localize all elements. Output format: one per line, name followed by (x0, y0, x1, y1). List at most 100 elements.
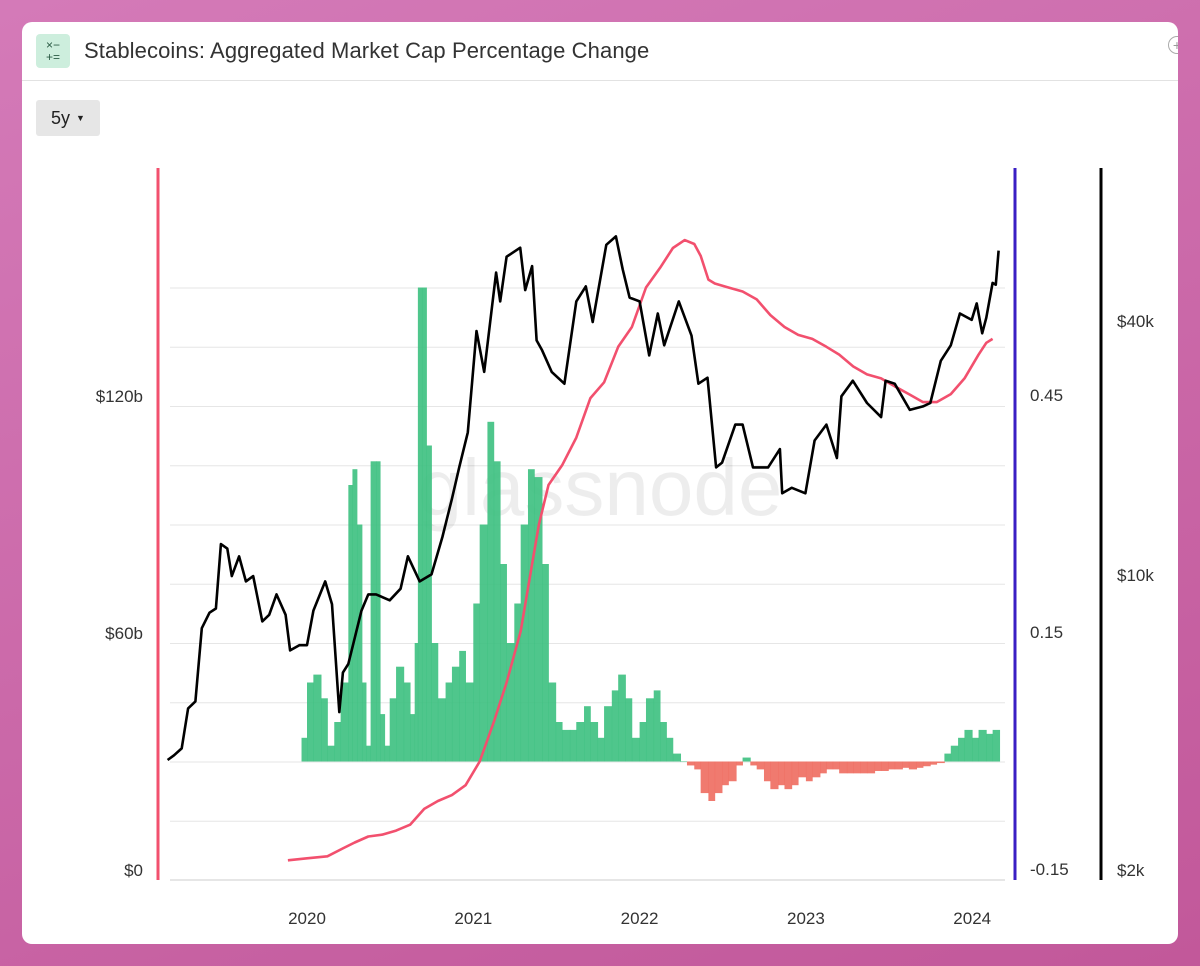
pct-change-bar (542, 564, 549, 762)
pct-change-bar (860, 761, 868, 774)
pct-change-bar (327, 745, 335, 762)
market-cap-line (287, 238, 994, 862)
pct-change-bar (922, 761, 931, 767)
pct-change-bar (756, 761, 765, 770)
pct-change-bar (784, 761, 793, 790)
pct-change-bar (958, 737, 965, 762)
pct-change-bar (348, 485, 353, 762)
pct-change-bar (459, 650, 466, 762)
caret-down-icon: ▼ (76, 113, 85, 123)
price-line (166, 235, 1000, 762)
pct-change-bar (666, 737, 674, 762)
pct-change-bar (653, 690, 661, 762)
pct-change-bar (352, 469, 358, 762)
pct-change-bar (874, 761, 882, 771)
pct-change-bar (846, 761, 854, 774)
pct-change-bar (992, 729, 1001, 762)
pct-change-bar (548, 682, 557, 762)
pct-change-bar (597, 737, 605, 762)
pct-change-bar (604, 706, 613, 762)
pct-change-bar (301, 737, 308, 762)
pct-change-bar (313, 674, 322, 762)
pct-change-bar (986, 733, 994, 762)
pct-change-bar (742, 757, 751, 762)
pct-change-bar (778, 761, 785, 786)
pct-change-bar (421, 287, 427, 762)
glassnode-watermark: glassnode (418, 443, 783, 532)
right-tick-label: $40k (1117, 312, 1154, 331)
pct-change-bar (631, 737, 640, 762)
pct-change-bar (465, 682, 474, 762)
pct-change-bar (520, 524, 529, 762)
pct-change-bar (584, 706, 591, 762)
pct-change-bar (576, 722, 585, 762)
pct-change-bar (888, 761, 896, 770)
pct-change-bar (700, 761, 709, 794)
pct-change-bar (680, 761, 688, 762)
pct-change-bar (479, 524, 488, 762)
pct-change-bar (866, 761, 876, 774)
pct-change-bar (798, 761, 807, 778)
pct-change-bar (791, 761, 799, 786)
range-selector[interactable]: 5y ▼ (36, 100, 100, 136)
pct-change-bar (618, 674, 626, 762)
pct-change-bar (473, 603, 481, 762)
x-tick-label: 2022 (621, 909, 659, 928)
pct-change-bar (417, 287, 423, 762)
pct-change-bar (708, 761, 716, 801)
pct-change-bar (722, 761, 729, 786)
middle-tick-label: -0.15 (1030, 860, 1069, 879)
pct-change-bar (672, 753, 682, 762)
pct-change-bar (881, 761, 889, 771)
pct-change-bar (555, 722, 563, 762)
middle-tick-label: 0.45 (1030, 386, 1063, 405)
pct-change-bar (950, 745, 959, 762)
pct-change-bar (396, 666, 405, 762)
pct-change-bar (763, 761, 771, 782)
pct-change-bar (366, 745, 372, 762)
pct-change-bar (930, 761, 938, 765)
pct-change-bar (736, 761, 743, 766)
pct-change-bar (611, 690, 619, 762)
pct-change-bar (493, 461, 501, 762)
pct-change-bar (944, 753, 952, 762)
pct-change-bar (389, 698, 397, 762)
left-tick-label: $0 (124, 861, 143, 880)
pct-change-bar (451, 666, 460, 762)
pct-change-bar (625, 698, 633, 762)
pct-change-bar (431, 643, 439, 762)
pct-change-bar (826, 761, 834, 770)
pct-change-bar (437, 698, 446, 762)
pct-change-bar (384, 745, 391, 762)
pct-change-bar (936, 761, 945, 764)
pct-change-bar (534, 477, 543, 762)
right-tick-label: $10k (1117, 566, 1154, 585)
pct-change-bar (978, 729, 987, 762)
x-tick-label: 2023 (787, 909, 825, 928)
pct-change-bar (805, 761, 813, 782)
pct-change-bar (902, 761, 910, 768)
pct-change-bar (334, 722, 342, 762)
pct-change-bar (376, 461, 381, 762)
pct-change-bar (426, 445, 432, 762)
chart-title: Stablecoins: Aggregated Market Cap Perce… (84, 38, 650, 63)
pct-change-bar (500, 564, 507, 762)
x-tick-label: 2021 (454, 909, 492, 928)
pct-change-bar (361, 682, 367, 762)
pct-change-bar (964, 729, 973, 762)
pct-change-bar (506, 643, 515, 762)
pct-change-bar (340, 682, 349, 762)
pct-change-bar (694, 761, 702, 770)
pct-change-bar (832, 761, 840, 770)
pct-change-bar (410, 714, 416, 762)
right-tick-label: $2k (1117, 861, 1145, 880)
pct-change-bar (370, 461, 377, 762)
pct-change-bar (894, 761, 903, 770)
pct-change-bar (321, 698, 328, 762)
card-header: ×− += Stablecoins: Aggregated Market Cap … (22, 22, 1178, 81)
pct-change-bar (514, 603, 522, 762)
pct-change-bar (562, 729, 571, 762)
pct-change-bar (728, 761, 737, 782)
pct-change-bar (853, 761, 861, 774)
